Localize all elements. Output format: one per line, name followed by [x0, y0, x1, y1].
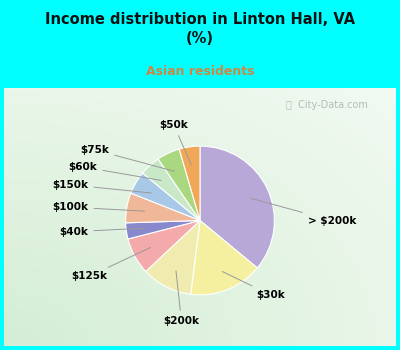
Text: Asian residents: Asian residents [146, 65, 254, 78]
Text: $200k: $200k [164, 271, 200, 326]
Text: ⓘ  City-Data.com: ⓘ City-Data.com [286, 100, 368, 111]
Text: $100k: $100k [52, 202, 144, 212]
Text: $40k: $40k [60, 227, 144, 237]
Wedge shape [191, 220, 257, 295]
Text: $150k: $150k [52, 180, 151, 193]
Wedge shape [126, 220, 200, 239]
Wedge shape [128, 220, 200, 271]
Text: $75k: $75k [80, 145, 174, 171]
Text: > $200k: > $200k [251, 198, 356, 225]
Text: $125k: $125k [71, 247, 150, 281]
Text: $30k: $30k [222, 272, 285, 300]
Text: $50k: $50k [160, 120, 191, 165]
Wedge shape [158, 149, 200, 220]
Text: Income distribution in Linton Hall, VA
(%): Income distribution in Linton Hall, VA (… [45, 12, 355, 46]
Wedge shape [179, 146, 200, 220]
Wedge shape [146, 220, 200, 294]
Wedge shape [200, 146, 274, 268]
Wedge shape [131, 173, 200, 220]
Text: $60k: $60k [69, 162, 161, 180]
Wedge shape [126, 193, 200, 223]
Wedge shape [143, 159, 200, 220]
